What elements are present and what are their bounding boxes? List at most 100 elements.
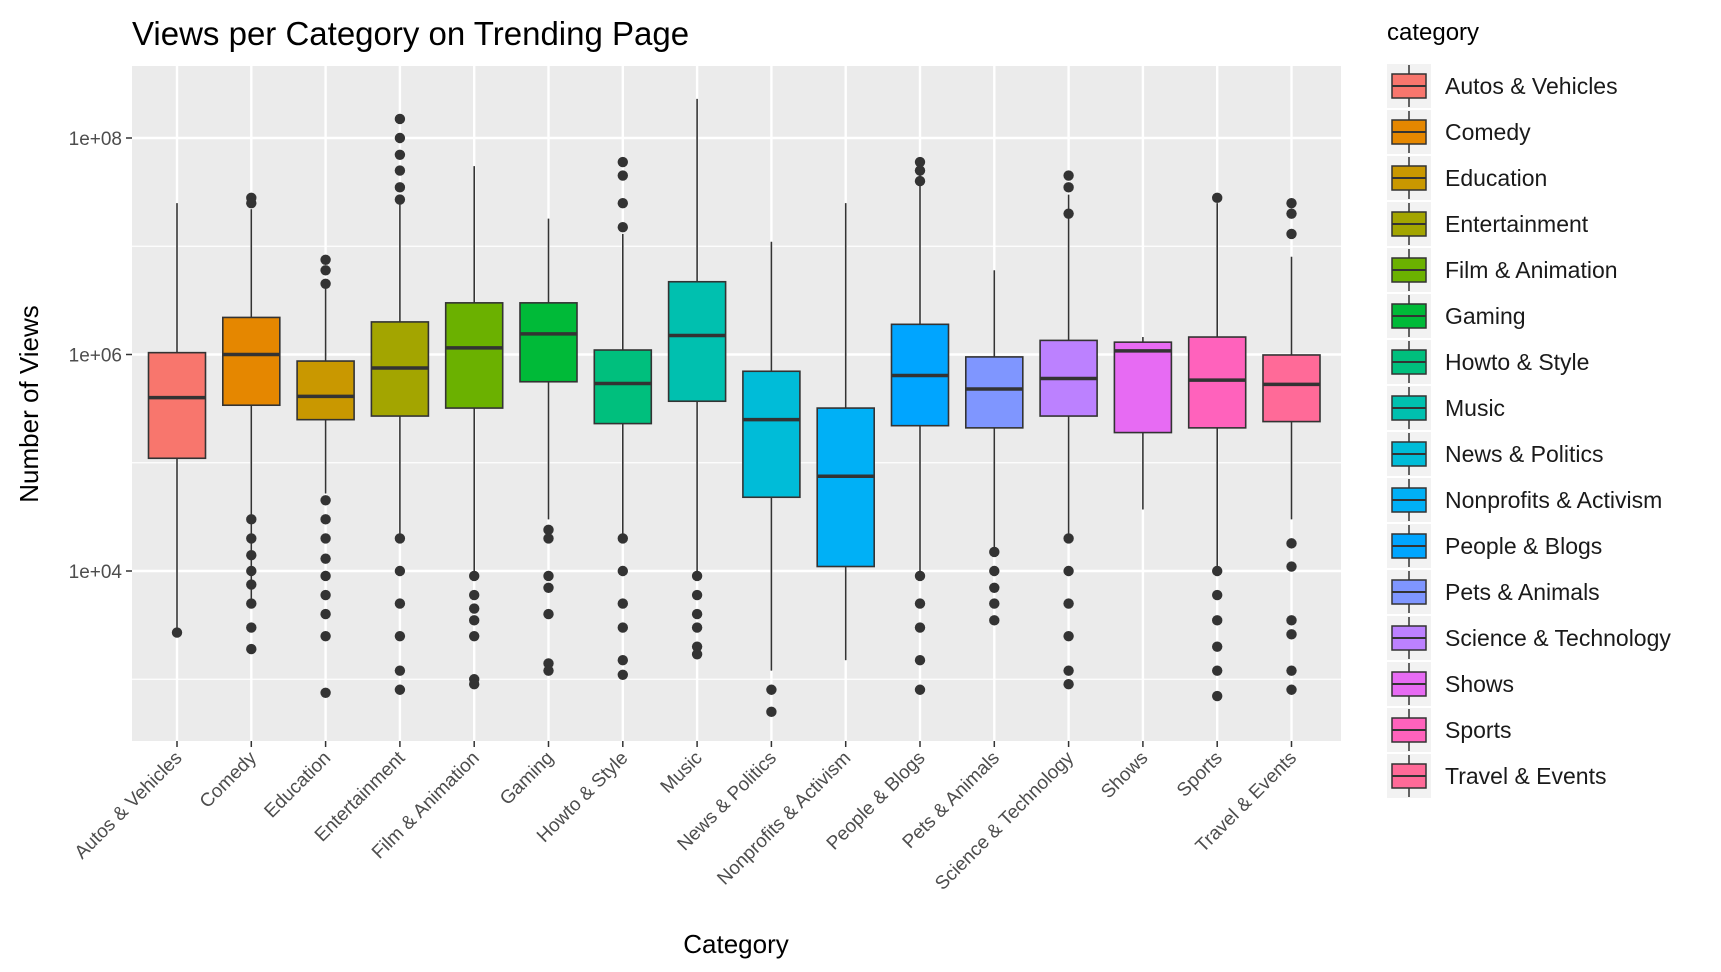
y-tick-label: 1e+04 <box>69 562 123 583</box>
legend-item: Sports <box>1387 708 1511 752</box>
outlier-point <box>171 627 183 638</box>
outlier-point <box>1063 679 1074 690</box>
x-axis-title: Category <box>683 929 789 959</box>
outlier-point <box>914 165 926 176</box>
outlier-point <box>1212 615 1223 626</box>
outlier-point <box>394 194 406 205</box>
box-8 <box>742 241 801 718</box>
legend: category Autos & Vehicles Comedy Education… <box>1387 19 1671 798</box>
iqr-box <box>519 302 578 383</box>
outlier-point <box>617 598 628 609</box>
outlier-point <box>1286 197 1297 209</box>
outlier-point <box>394 182 406 193</box>
outlier-point <box>617 565 628 577</box>
outlier-point <box>394 630 406 642</box>
outlier-point <box>543 582 554 593</box>
outlier-point <box>914 570 926 582</box>
legend-label: Film & Animation <box>1445 257 1618 283</box>
outlier-point <box>320 570 331 582</box>
outlier-point <box>766 706 777 718</box>
outlier-point <box>691 649 703 660</box>
chart-title: Views per Category on Trending Page <box>132 15 689 52</box>
outlier-point <box>617 221 628 233</box>
box-5 <box>519 218 578 676</box>
legend-item: Film & Animation <box>1387 248 1618 292</box>
outlier-point <box>691 589 703 601</box>
outlier-point <box>320 265 331 276</box>
outlier-point <box>1063 565 1074 577</box>
outlier-point <box>989 582 1000 593</box>
legend-label: Entertainment <box>1445 211 1589 237</box>
box-14 <box>1187 192 1247 702</box>
outlier-point <box>394 684 406 695</box>
outlier-point <box>989 565 1000 577</box>
outlier-point <box>246 622 257 633</box>
outlier-point <box>1212 641 1223 652</box>
outlier-point <box>1063 630 1074 642</box>
outlier-point <box>394 665 406 676</box>
outlier-point <box>617 622 628 633</box>
outlier-point <box>320 553 331 564</box>
outlier-point <box>394 113 406 125</box>
y-tick-label: 1e+08 <box>69 129 122 150</box>
outlier-point <box>320 278 331 289</box>
outlier-point <box>1286 208 1297 219</box>
outlier-point <box>394 165 406 176</box>
legend-item: Shows <box>1387 662 1514 706</box>
legend-label: Nonprofits & Activism <box>1445 487 1662 513</box>
legend-label: Pets & Animals <box>1445 579 1600 605</box>
outlier-point <box>394 598 406 609</box>
outlier-point <box>246 533 257 544</box>
outlier-point <box>543 608 554 620</box>
outlier-point <box>617 669 628 680</box>
outlier-point <box>469 630 480 642</box>
outlier-point <box>1063 170 1074 181</box>
outlier-point <box>469 679 480 690</box>
outlier-point <box>246 579 257 590</box>
outlier-point <box>1212 690 1223 702</box>
outlier-point <box>1212 192 1223 204</box>
outlier-point <box>1286 228 1297 240</box>
outlier-point <box>320 514 331 525</box>
outlier-point <box>617 156 628 168</box>
iqr-box <box>222 316 281 407</box>
outlier-point <box>1063 533 1074 544</box>
box-9 <box>816 203 876 661</box>
iqr-box <box>1262 354 1321 423</box>
legend-label: News & Politics <box>1445 441 1603 467</box>
outlier-point <box>320 608 331 620</box>
box-4 <box>444 166 504 690</box>
boxes-layer <box>147 98 1321 718</box>
iqr-box <box>1113 341 1173 434</box>
outlier-point <box>914 654 926 666</box>
box-13 <box>1113 337 1173 510</box>
outlier-point <box>989 598 1000 609</box>
outlier-point <box>320 589 331 601</box>
outlier-point <box>1063 598 1074 609</box>
outlier-point <box>246 598 257 609</box>
legend-item: Comedy <box>1387 110 1531 154</box>
box-3 <box>370 113 430 695</box>
outlier-point <box>1063 182 1074 193</box>
iqr-box <box>147 351 207 460</box>
outlier-point <box>246 565 257 577</box>
outlier-point <box>1286 684 1297 695</box>
legend-label: Gaming <box>1445 303 1526 329</box>
iqr-box <box>816 407 876 568</box>
outlier-point <box>394 533 406 544</box>
outlier-point <box>543 570 554 582</box>
outlier-point <box>469 570 480 582</box>
iqr-box <box>1187 336 1247 429</box>
outlier-point <box>914 156 926 168</box>
legend-item: Howto & Style <box>1387 340 1589 384</box>
outlier-point <box>543 533 554 544</box>
outlier-point <box>1286 629 1297 640</box>
legend-label: Shows <box>1445 671 1514 697</box>
outlier-point <box>914 175 926 187</box>
legend-label: Music <box>1445 395 1505 421</box>
outlier-point <box>691 608 703 620</box>
outlier-point <box>691 641 703 652</box>
legend-label: Howto & Style <box>1445 349 1589 375</box>
box-15 <box>1262 197 1321 695</box>
outlier-point <box>1063 665 1074 676</box>
